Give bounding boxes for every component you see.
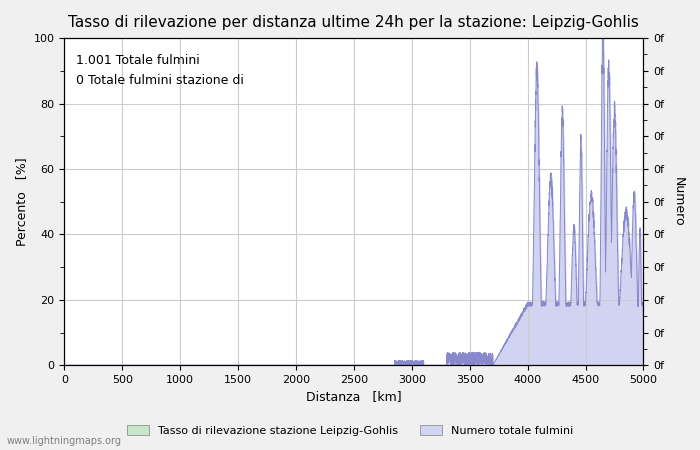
Text: 1.001 Totale fulmini: 1.001 Totale fulmini bbox=[76, 54, 200, 68]
Y-axis label: Percento   [%]: Percento [%] bbox=[15, 158, 28, 246]
Text: www.lightningmaps.org: www.lightningmaps.org bbox=[7, 436, 122, 446]
X-axis label: Distanza   [km]: Distanza [km] bbox=[306, 391, 402, 404]
Text: 0 Totale fulmini stazione di: 0 Totale fulmini stazione di bbox=[76, 74, 244, 87]
Y-axis label: Numero: Numero bbox=[672, 177, 685, 226]
Title: Tasso di rilevazione per distanza ultime 24h per la stazione: Leipzig-Gohlis: Tasso di rilevazione per distanza ultime… bbox=[69, 15, 639, 30]
Legend: Tasso di rilevazione stazione Leipzig-Gohlis, Numero totale fulmini: Tasso di rilevazione stazione Leipzig-Go… bbox=[122, 420, 577, 440]
